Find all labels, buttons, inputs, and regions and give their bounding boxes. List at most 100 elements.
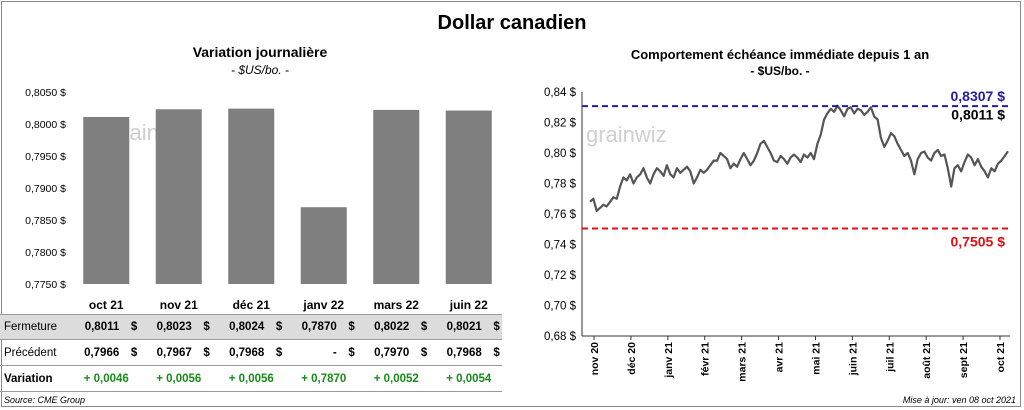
right-chart-subtitle: - $US/bo. - [750,64,810,78]
cell-currency: $ [420,321,428,333]
cell-currency: $ [420,347,428,359]
bar-category-label: oct 21 [89,298,124,312]
left-chart-subtitle: - $US/bo. - [230,63,290,77]
page-title: Dollar canadien [437,12,587,34]
bar-juin-22 [445,110,492,284]
bar-ytick-label: 0,7850 $ [25,215,66,227]
x-tick-label: mai 21 [810,342,822,375]
table-cell: 0,7968 $ [216,347,286,359]
min-value-label: 0,7505 $ [951,233,1006,249]
table-cell: 0,7870 $ [289,321,359,333]
line-ytick-label: 0,74 $ [544,240,577,252]
bar-ytick-label: 0,7950 $ [25,151,66,163]
table-row-previous: Précédent 0,7966 $0,7967 $0,7968 $ - $0,7970 $… [0,341,502,366]
bar-ytick-label: 0,7750 $ [25,279,66,291]
table-cell: 0,8024 $ [216,321,286,333]
table-cell: + 0,0052 [373,373,419,385]
update-note: Mise à jour: ven 08 oct 2021 [902,395,1016,405]
cell-currency: $ [130,321,138,333]
row-label-previous: Précédent [4,347,57,359]
bar-nov-21 [155,109,202,284]
x-tick-label: nov 20 [589,342,601,375]
table-cell: 0,8021 $ [434,321,504,333]
table-cell: 0,8011 $ [71,321,141,333]
table-cell: + 0,7870 [301,373,347,385]
cell-value: 0,8011 [84,321,120,333]
bar-déc-21 [228,108,275,284]
watermark-right: grainwiz [586,122,667,147]
table-cell: 0,7966 $ [71,347,141,359]
line-ytick-label: 0,80 $ [544,148,577,160]
right-chart-title: Comportement échéance immédiate depuis 1… [630,47,930,62]
bar-ytick-label: 0,7900 $ [25,183,66,195]
line-ytick-label: 0,70 $ [544,301,577,313]
table-cell: 0,8022 $ [361,321,431,333]
cell-currency: $ [203,321,210,333]
cell-value: 0,7967 [156,347,192,359]
left-chart-title: Variation journalière [192,44,328,60]
table-cell: 0,7967 $ [144,347,214,359]
bar-category-label: déc 21 [233,298,271,312]
table-cell: + 0,0046 [83,373,129,385]
x-tick-label: juin 21 [847,342,859,376]
table-cell: + 0,0054 [446,373,492,385]
cell-value: 0,7968 [229,347,265,359]
x-tick-label: janv 21 [663,342,675,379]
bar-ytick-label: 0,7800 $ [25,247,66,259]
line-ytick-label: 0,82 $ [544,118,577,130]
line-ytick-label: 0,68 $ [544,331,577,343]
bar-category-label: nov 21 [160,298,198,312]
table-cell: 0,7968 $ [434,347,504,359]
table-cell: + 0,0056 [156,373,202,385]
cell-currency: $ [493,347,500,359]
cell-currency: $ [348,347,355,359]
last-value-label: 0,8011 $ [951,106,1005,122]
line-ytick-label: 0,76 $ [544,209,577,221]
price-line [589,104,1009,212]
line-ytick-label: 0,78 $ [544,179,577,191]
bar-mars-22 [373,109,420,284]
table-cell: - $ [289,347,359,359]
bar-category-label: janv 22 [302,298,344,312]
x-tick-label: févr 21 [700,342,712,376]
cell-currency: $ [348,321,355,333]
table-cell: 0,8023 $ [144,321,214,333]
x-tick-label: mars 21 [737,342,749,382]
cell-currency: $ [203,347,210,359]
cell-value: 0,8023 [156,321,192,333]
x-tick-label: août 21 [921,342,933,379]
table-cell: 0,7970 $ [361,347,431,359]
cell-value: 0,7968 [446,347,482,359]
x-tick-label: juil 21 [884,342,896,373]
table-row-close: Fermeture 0,8011 $0,8023 $0,8024 $0,7870 $0,… [0,314,502,340]
cell-value: 0,7970 [374,347,410,359]
x-tick-label: avr 21 [774,342,786,373]
cell-value: - [332,347,337,359]
cell-value: 0,8024 [229,321,265,333]
table-cell: + 0,0056 [228,373,274,385]
x-tick-label: déc 20 [626,342,638,375]
x-tick-label: sept 21 [958,342,970,378]
cell-currency: $ [275,321,283,333]
cell-value: 0,8021 [446,321,482,333]
bar-category-label: juin 22 [449,298,488,312]
bar-ytick-label: 0,8000 $ [25,119,66,131]
cell-currency: $ [275,347,283,359]
line-ytick-label: 0,84 $ [544,87,577,99]
bar-janv-22 [300,207,347,284]
cell-currency: $ [130,347,138,359]
max-value-label: 0,8307 $ [951,88,1006,104]
cell-value: 0,8022 [374,321,410,333]
cell-value: 0,7870 [301,321,337,333]
x-tick-label: oct 21 [995,342,1007,373]
bar-oct-21 [83,116,130,285]
table-row-variation: Variation + 0,0046 + 0,0056 + 0,0056 + 0,78… [0,367,502,392]
bar-category-label: mars 22 [374,298,420,312]
line-ytick-label: 0,72 $ [544,270,577,282]
cell-value: 0,7966 [84,347,120,359]
row-label-close: Fermeture [4,321,58,333]
row-label-variation: Variation [4,373,53,385]
cell-currency: $ [493,321,500,333]
